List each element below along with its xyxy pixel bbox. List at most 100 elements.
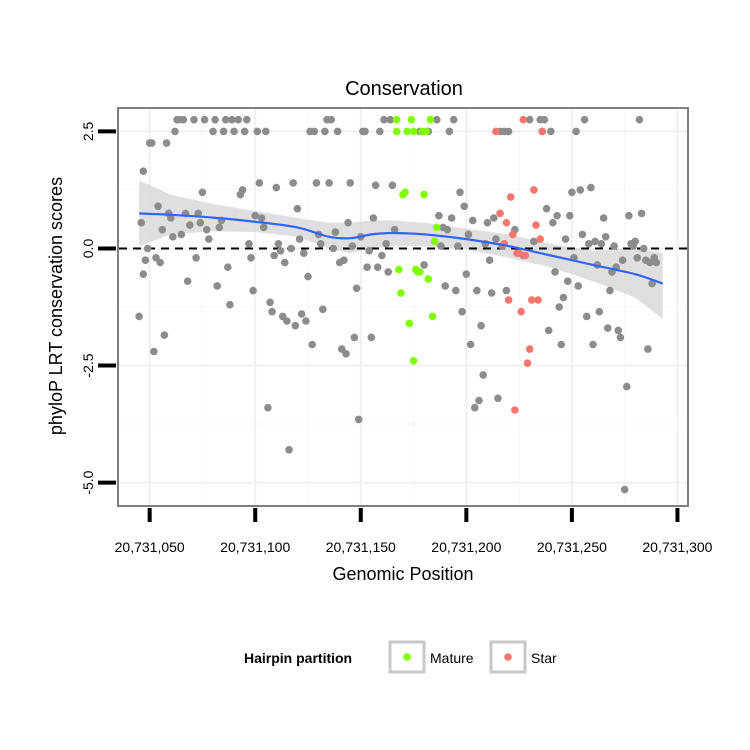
x-tick-label: 20,731,250: [537, 539, 607, 555]
data-point-star: [523, 359, 532, 368]
data-point-other: [266, 298, 274, 307]
data-point-other: [346, 179, 355, 187]
data-point-other: [578, 230, 587, 239]
data-point-star: [496, 209, 504, 218]
data-point-other: [614, 326, 623, 335]
data-point-other: [604, 324, 612, 332]
data-point-other: [224, 263, 232, 272]
data-point-other: [551, 268, 559, 276]
data-point-other: [300, 249, 308, 257]
data-point-other: [589, 340, 597, 349]
data-point-other: [240, 127, 249, 136]
data-point-other: [443, 225, 452, 234]
data-point-other: [342, 350, 350, 358]
data-point-other: [485, 256, 494, 265]
data-point-other: [333, 127, 342, 136]
data-point-star: [492, 127, 500, 136]
data-point-other: [490, 214, 498, 222]
data-point-other: [348, 242, 357, 250]
data-point-other: [441, 282, 450, 290]
data-point-mature: [409, 127, 418, 136]
data-point-star: [502, 218, 511, 227]
x-tick-label: 20,731,300: [642, 539, 712, 555]
data-point-other: [264, 403, 272, 412]
data-point-other: [171, 127, 179, 136]
y-axis: -5.0 -2.5 0.0 2.5: [80, 121, 116, 495]
data-point-mature: [426, 115, 435, 124]
data-point-other: [177, 230, 186, 239]
data-point-other: [308, 340, 317, 349]
data-point-other: [291, 321, 300, 330]
data-point-star: [517, 307, 525, 316]
data-point-other: [471, 403, 479, 412]
data-point-other: [502, 286, 511, 295]
data-point-other: [553, 211, 561, 220]
data-point-other: [456, 188, 464, 197]
data-point-other: [344, 218, 352, 227]
data-point-other: [599, 214, 608, 222]
data-point-other: [568, 188, 576, 197]
data-point-star: [504, 296, 513, 304]
confidence-ribbon-layer: [139, 180, 663, 319]
data-point-other: [137, 218, 145, 227]
data-point-other: [183, 277, 192, 286]
data-point-other: [367, 333, 376, 342]
data-point-other: [295, 235, 304, 243]
data-point-other: [435, 211, 443, 220]
data-point-star: [538, 127, 547, 136]
data-point-other: [243, 115, 251, 124]
data-point-other: [386, 115, 395, 124]
legend-title: Hairpin partition: [244, 650, 352, 666]
data-point-other: [274, 240, 283, 248]
data-point-other: [460, 202, 469, 211]
data-point-other: [547, 127, 555, 136]
legend-label-mature: Mature: [430, 650, 474, 666]
data-point-other: [135, 312, 143, 321]
data-point-other: [352, 284, 361, 293]
data-point-other: [464, 230, 473, 239]
data-point-other: [582, 312, 591, 321]
data-point-other: [363, 263, 371, 272]
data-point-other: [475, 396, 483, 405]
data-point-mature: [428, 312, 437, 321]
data-point-other: [540, 115, 549, 124]
data-point-other: [262, 127, 270, 136]
data-point-mature: [401, 188, 409, 197]
data-point-other: [150, 347, 158, 356]
y-tick-label: -5.0: [80, 470, 96, 494]
data-point-other: [205, 235, 213, 243]
data-point-other: [310, 127, 319, 136]
data-point-other: [371, 181, 380, 190]
data-point-other: [331, 228, 340, 236]
data-point-other: [376, 127, 384, 136]
data-point-star: [509, 230, 517, 239]
data-point-other: [433, 115, 441, 124]
data-point-other: [544, 326, 553, 335]
data-point-other: [384, 268, 393, 276]
data-point-other: [625, 211, 633, 220]
data-point-other: [245, 240, 253, 248]
data-point-other: [466, 340, 475, 349]
data-point-other: [492, 235, 500, 243]
y-tick-label: 2.5: [80, 121, 96, 141]
data-point-other: [190, 115, 198, 124]
data-point-other: [644, 345, 652, 353]
data-point-other: [276, 247, 285, 255]
smooth-trend-line: [139, 212, 664, 285]
data-point-other: [158, 225, 167, 234]
data-point-other: [251, 211, 259, 220]
data-point-other: [542, 204, 551, 213]
data-point-other: [606, 286, 614, 295]
x-tick-label: 20,731,050: [115, 539, 185, 555]
data-point-other: [141, 256, 150, 265]
data-point-other: [321, 127, 329, 136]
data-point-other: [479, 371, 488, 379]
data-point-other: [302, 317, 310, 325]
data-point-other: [270, 251, 279, 260]
data-point-other: [633, 253, 642, 262]
data-point-other: [169, 233, 177, 241]
data-point-other: [143, 244, 152, 253]
data-point-mature: [392, 127, 401, 136]
data-point-mature: [416, 268, 424, 276]
